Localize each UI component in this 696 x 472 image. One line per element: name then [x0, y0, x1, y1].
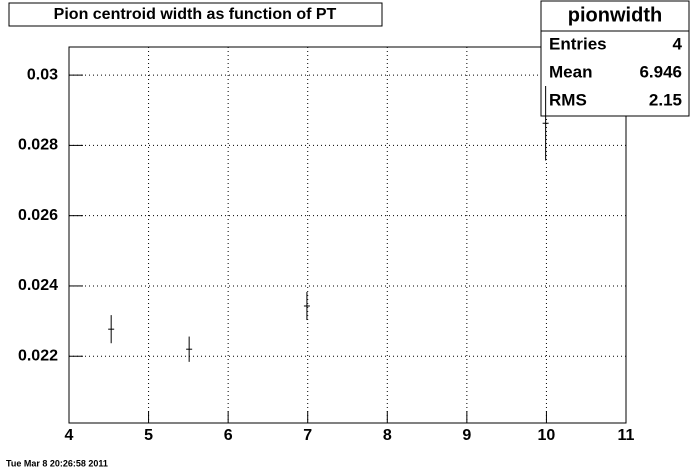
y-tick-label: 0.03: [27, 66, 58, 83]
chart-title: Pion centroid width as function of PT: [54, 6, 337, 23]
x-tick-label: 10: [538, 427, 556, 444]
stats-value: 2.15: [649, 90, 682, 109]
x-tick-label: 5: [144, 427, 153, 444]
plot-frame: [68, 46, 627, 424]
x-tick-label: 7: [303, 427, 312, 444]
stats-value: 4: [673, 34, 683, 53]
footer-date: Tue Mar 8 20:26:58 2011: [6, 458, 108, 468]
stats-label: Mean: [549, 62, 592, 81]
stats-label: RMS: [549, 90, 587, 109]
stats-label: Entries: [549, 34, 607, 53]
title-box: [8, 2, 383, 27]
y-tick-label: 0.022: [18, 347, 58, 364]
stats-value: 6.946: [639, 62, 682, 81]
y-tick-label: 0.024: [18, 277, 58, 294]
y-tick-label: 0.028: [18, 137, 58, 154]
x-tick-label: 4: [65, 427, 74, 444]
x-tick-label: 9: [462, 427, 471, 444]
stats-box: [540, 0, 690, 117]
x-tick-label: 8: [383, 427, 392, 444]
y-tick-label: 0.026: [18, 207, 58, 224]
stats-title: pionwidth: [568, 4, 662, 26]
x-tick-label: 6: [224, 427, 233, 444]
x-tick-label: 11: [618, 427, 635, 444]
